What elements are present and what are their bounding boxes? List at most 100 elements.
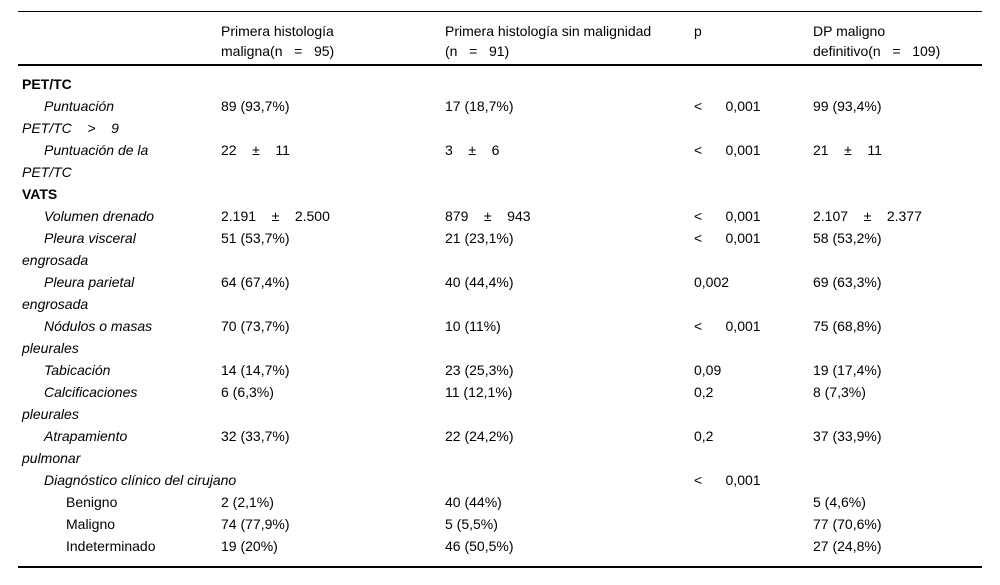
- cell-text: < 0,001: [694, 98, 761, 114]
- col-sin-malignidad-value: [445, 183, 694, 205]
- table-header-rule: [18, 64, 982, 66]
- row-label-line: Puntuación: [44, 98, 115, 114]
- cell-text: [221, 469, 445, 491]
- cell-text: 8 (7,3%): [813, 384, 866, 400]
- col-p-value: 0,09: [694, 359, 813, 381]
- row-label-line: pleurales: [22, 406, 79, 422]
- cell-text: 69 (63,3%): [813, 274, 882, 290]
- cell-text: 22 (24,2%): [445, 428, 514, 444]
- cell-text: [694, 491, 813, 513]
- cell-text: 40 (44,4%): [445, 274, 514, 290]
- header-text: (n = 91): [445, 43, 510, 59]
- col-dp-value: 19 (17,4%): [813, 359, 1000, 381]
- col-sin-malignidad-value: 3 ± 6: [445, 139, 694, 183]
- row-label-line: Pleura parietal: [44, 274, 135, 290]
- col-dp-value: 77 (70,6%): [813, 513, 1000, 535]
- row-label-line: PET/TC > 9: [22, 120, 119, 136]
- col-sin-malignidad-value: [445, 469, 694, 491]
- cell-text: < 0,001: [694, 318, 761, 334]
- col-maligna-value: 32 (33,7%): [221, 425, 445, 469]
- row-label-line: Calcificaciones: [44, 384, 138, 400]
- cell-text: 879 ± 943: [445, 208, 531, 224]
- cell-text: 64 (67,4%): [221, 274, 290, 290]
- col-sin-malignidad-value: 11 (12,1%): [445, 381, 694, 425]
- col-dp-value: 5 (4,6%): [813, 491, 1000, 513]
- cell-text: 22 ± 11: [221, 142, 290, 158]
- col-dp-value: [813, 469, 1000, 491]
- row-label-line: Benigno: [66, 494, 118, 510]
- col-maligna-value: 19 (20%): [221, 535, 445, 557]
- row-label-line: pulmonar: [22, 450, 81, 466]
- row-label-line: Puntuación de la: [44, 142, 149, 158]
- cell-text: 27 (24,8%): [813, 538, 882, 554]
- row-label-line: Maligno: [66, 516, 116, 532]
- col-sin-malignidad-value: 10 (11%): [445, 315, 694, 359]
- table-row: Indeterminado 19 (20%) 46 (50,5%) 27 (24,8%…: [0, 535, 1000, 557]
- col-sin-malignidad-value: 46 (50,5%): [445, 535, 694, 557]
- cell-text: 3 ± 6: [445, 142, 500, 158]
- cell-text: 32 (33,7%): [221, 428, 290, 444]
- row-label-line: PET/TC: [22, 76, 72, 92]
- row-label-line: Tabicación: [44, 362, 111, 378]
- cell-text: 51 (53,7%): [221, 230, 290, 246]
- row-label: VATS: [0, 183, 221, 205]
- col-dp-value: 75 (68,8%): [813, 315, 1000, 359]
- cell-text: 23 (25,3%): [445, 362, 514, 378]
- table-row: Benigno 2 (2,1%) 40 (44%) 5 (4,6%): [0, 491, 1000, 513]
- col-dp-value: 99 (93,4%): [813, 95, 1000, 139]
- table-row: Tabicación 14 (14,7%) 23 (25,3%) 0,09 19 (17…: [0, 359, 1000, 381]
- row-label-line: engrosada: [22, 296, 89, 312]
- row-label: Pleura parietal engrosada: [0, 271, 221, 315]
- col-dp-value: 69 (63,3%): [813, 271, 1000, 315]
- row-label-line: Diagnóstico clínico del cirujano: [44, 472, 237, 488]
- cell-text: 0,2: [694, 428, 714, 444]
- row-label-line: Indeterminado: [66, 538, 156, 554]
- table-row: Calcificaciones pleurales 6 (6,3%) 11 (12,1…: [0, 381, 1000, 425]
- cell-text: 5 (4,6%): [813, 494, 866, 510]
- cell-text: [445, 73, 694, 95]
- col-p-value: [694, 535, 813, 557]
- row-label: Diagnóstico clínico del cirujano: [0, 469, 237, 491]
- table-top-rule: [18, 11, 982, 12]
- row-label: Benigno: [0, 491, 221, 513]
- col-p-value: [694, 491, 813, 513]
- row-label: Atrapamiento pulmonar: [0, 425, 221, 469]
- cell-text: 17 (18,7%): [445, 98, 514, 114]
- header-label-spacer: [0, 21, 221, 61]
- table-row: Volumen drenado 2.191 ± 2.500 879 ± 943 < 0…: [0, 205, 1000, 227]
- col-sin-malignidad-value: 21 (23,1%): [445, 227, 694, 271]
- col-sin-malignidad-value: 40 (44%): [445, 491, 694, 513]
- col-p-value: < 0,001: [694, 227, 813, 271]
- col-maligna-value: [221, 183, 445, 205]
- col-sin-malignidad-value: [445, 73, 694, 95]
- col-p-value: < 0,001: [694, 315, 813, 359]
- col-p-value: 0,2: [694, 425, 813, 469]
- col-sin-malignidad-value: 22 (24,2%): [445, 425, 694, 469]
- cell-text: 5 (5,5%): [445, 516, 498, 532]
- col-maligna-value: 70 (73,7%): [221, 315, 445, 359]
- col-maligna-value: [221, 73, 445, 95]
- row-label-line: Atrapamiento: [44, 428, 128, 444]
- table-row: Atrapamiento pulmonar 32 (33,7%) 22 (24,2%)…: [0, 425, 1000, 469]
- cell-text: 2.191 ± 2.500: [221, 208, 330, 224]
- row-label: Pleura visceral engrosada: [0, 227, 221, 271]
- cell-text: 14 (14,7%): [221, 362, 290, 378]
- cell-text: 2 (2,1%): [221, 494, 274, 510]
- cell-text: 37 (33,9%): [813, 428, 882, 444]
- col-p-value: [694, 513, 813, 535]
- header-text: definitivo(n = 109): [813, 43, 941, 59]
- col-dp-value: 58 (53,2%): [813, 227, 1000, 271]
- row-label: Volumen drenado: [0, 205, 221, 227]
- col-p-value: < 0,001: [694, 95, 813, 139]
- table-row: Puntuación de la PET/TC 22 ± 11 3 ± 6 < 0,00…: [0, 139, 1000, 183]
- col-maligna-value: 64 (67,4%): [221, 271, 445, 315]
- row-label-line: PET/TC: [22, 164, 72, 180]
- col-maligna-value: 2 (2,1%): [221, 491, 445, 513]
- cell-text: 77 (70,6%): [813, 516, 882, 532]
- header-text: p: [694, 23, 702, 39]
- col-maligna-value: 51 (53,7%): [221, 227, 445, 271]
- cell-text: 99 (93,4%): [813, 98, 882, 114]
- table-row: Maligno 74 (77,9%) 5 (5,5%) 77 (70,6%): [0, 513, 1000, 535]
- col-p-value: < 0,001: [694, 205, 813, 227]
